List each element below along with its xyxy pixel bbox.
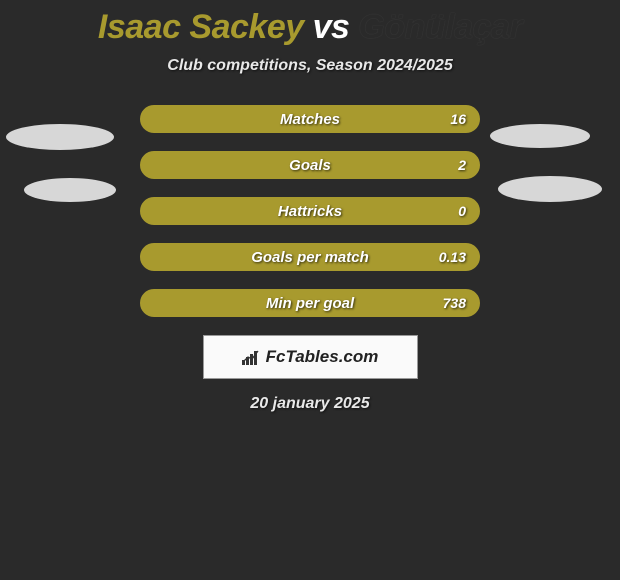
- stat-label: Min per goal: [266, 295, 354, 312]
- stat-label: Matches: [280, 111, 340, 128]
- fctables-badge: FcTables.com: [203, 335, 418, 379]
- stat-row: Matches 16: [140, 105, 480, 133]
- decorative-ellipse: [498, 176, 602, 202]
- stat-label: Goals: [289, 157, 331, 174]
- stat-row: Hattricks 0: [140, 197, 480, 225]
- stat-value-right: 738: [443, 295, 466, 311]
- comparison-title: Isaac Sackey vs Gönülaçar: [0, 0, 620, 47]
- vs-text: vs: [313, 8, 350, 46]
- chart-icon: [242, 349, 260, 365]
- player2-name: Gönülaçar: [358, 8, 522, 46]
- player1-name: Isaac Sackey: [98, 8, 304, 46]
- stat-row: Goals 2: [140, 151, 480, 179]
- badge-label: FcTables.com: [266, 347, 379, 367]
- stat-value-right: 0.13: [439, 249, 466, 265]
- subtitle: Club competitions, Season 2024/2025: [0, 57, 620, 75]
- stats-container: Matches 16 Goals 2 Hattricks 0 Goals per match…: [140, 105, 480, 317]
- stat-row: Goals per match 0.13: [140, 243, 480, 271]
- stat-label: Hattricks: [278, 203, 342, 220]
- decorative-ellipse: [490, 124, 590, 148]
- badge-text: FcTables.com: [242, 347, 379, 367]
- decorative-ellipse: [24, 178, 116, 202]
- stat-row: Min per goal 738: [140, 289, 480, 317]
- stat-value-right: 16: [450, 111, 466, 127]
- stat-value-right: 2: [458, 157, 466, 173]
- stat-value-right: 0: [458, 203, 466, 219]
- decorative-ellipse: [6, 124, 114, 150]
- stat-label: Goals per match: [251, 249, 369, 266]
- date-text: 20 january 2025: [0, 395, 620, 413]
